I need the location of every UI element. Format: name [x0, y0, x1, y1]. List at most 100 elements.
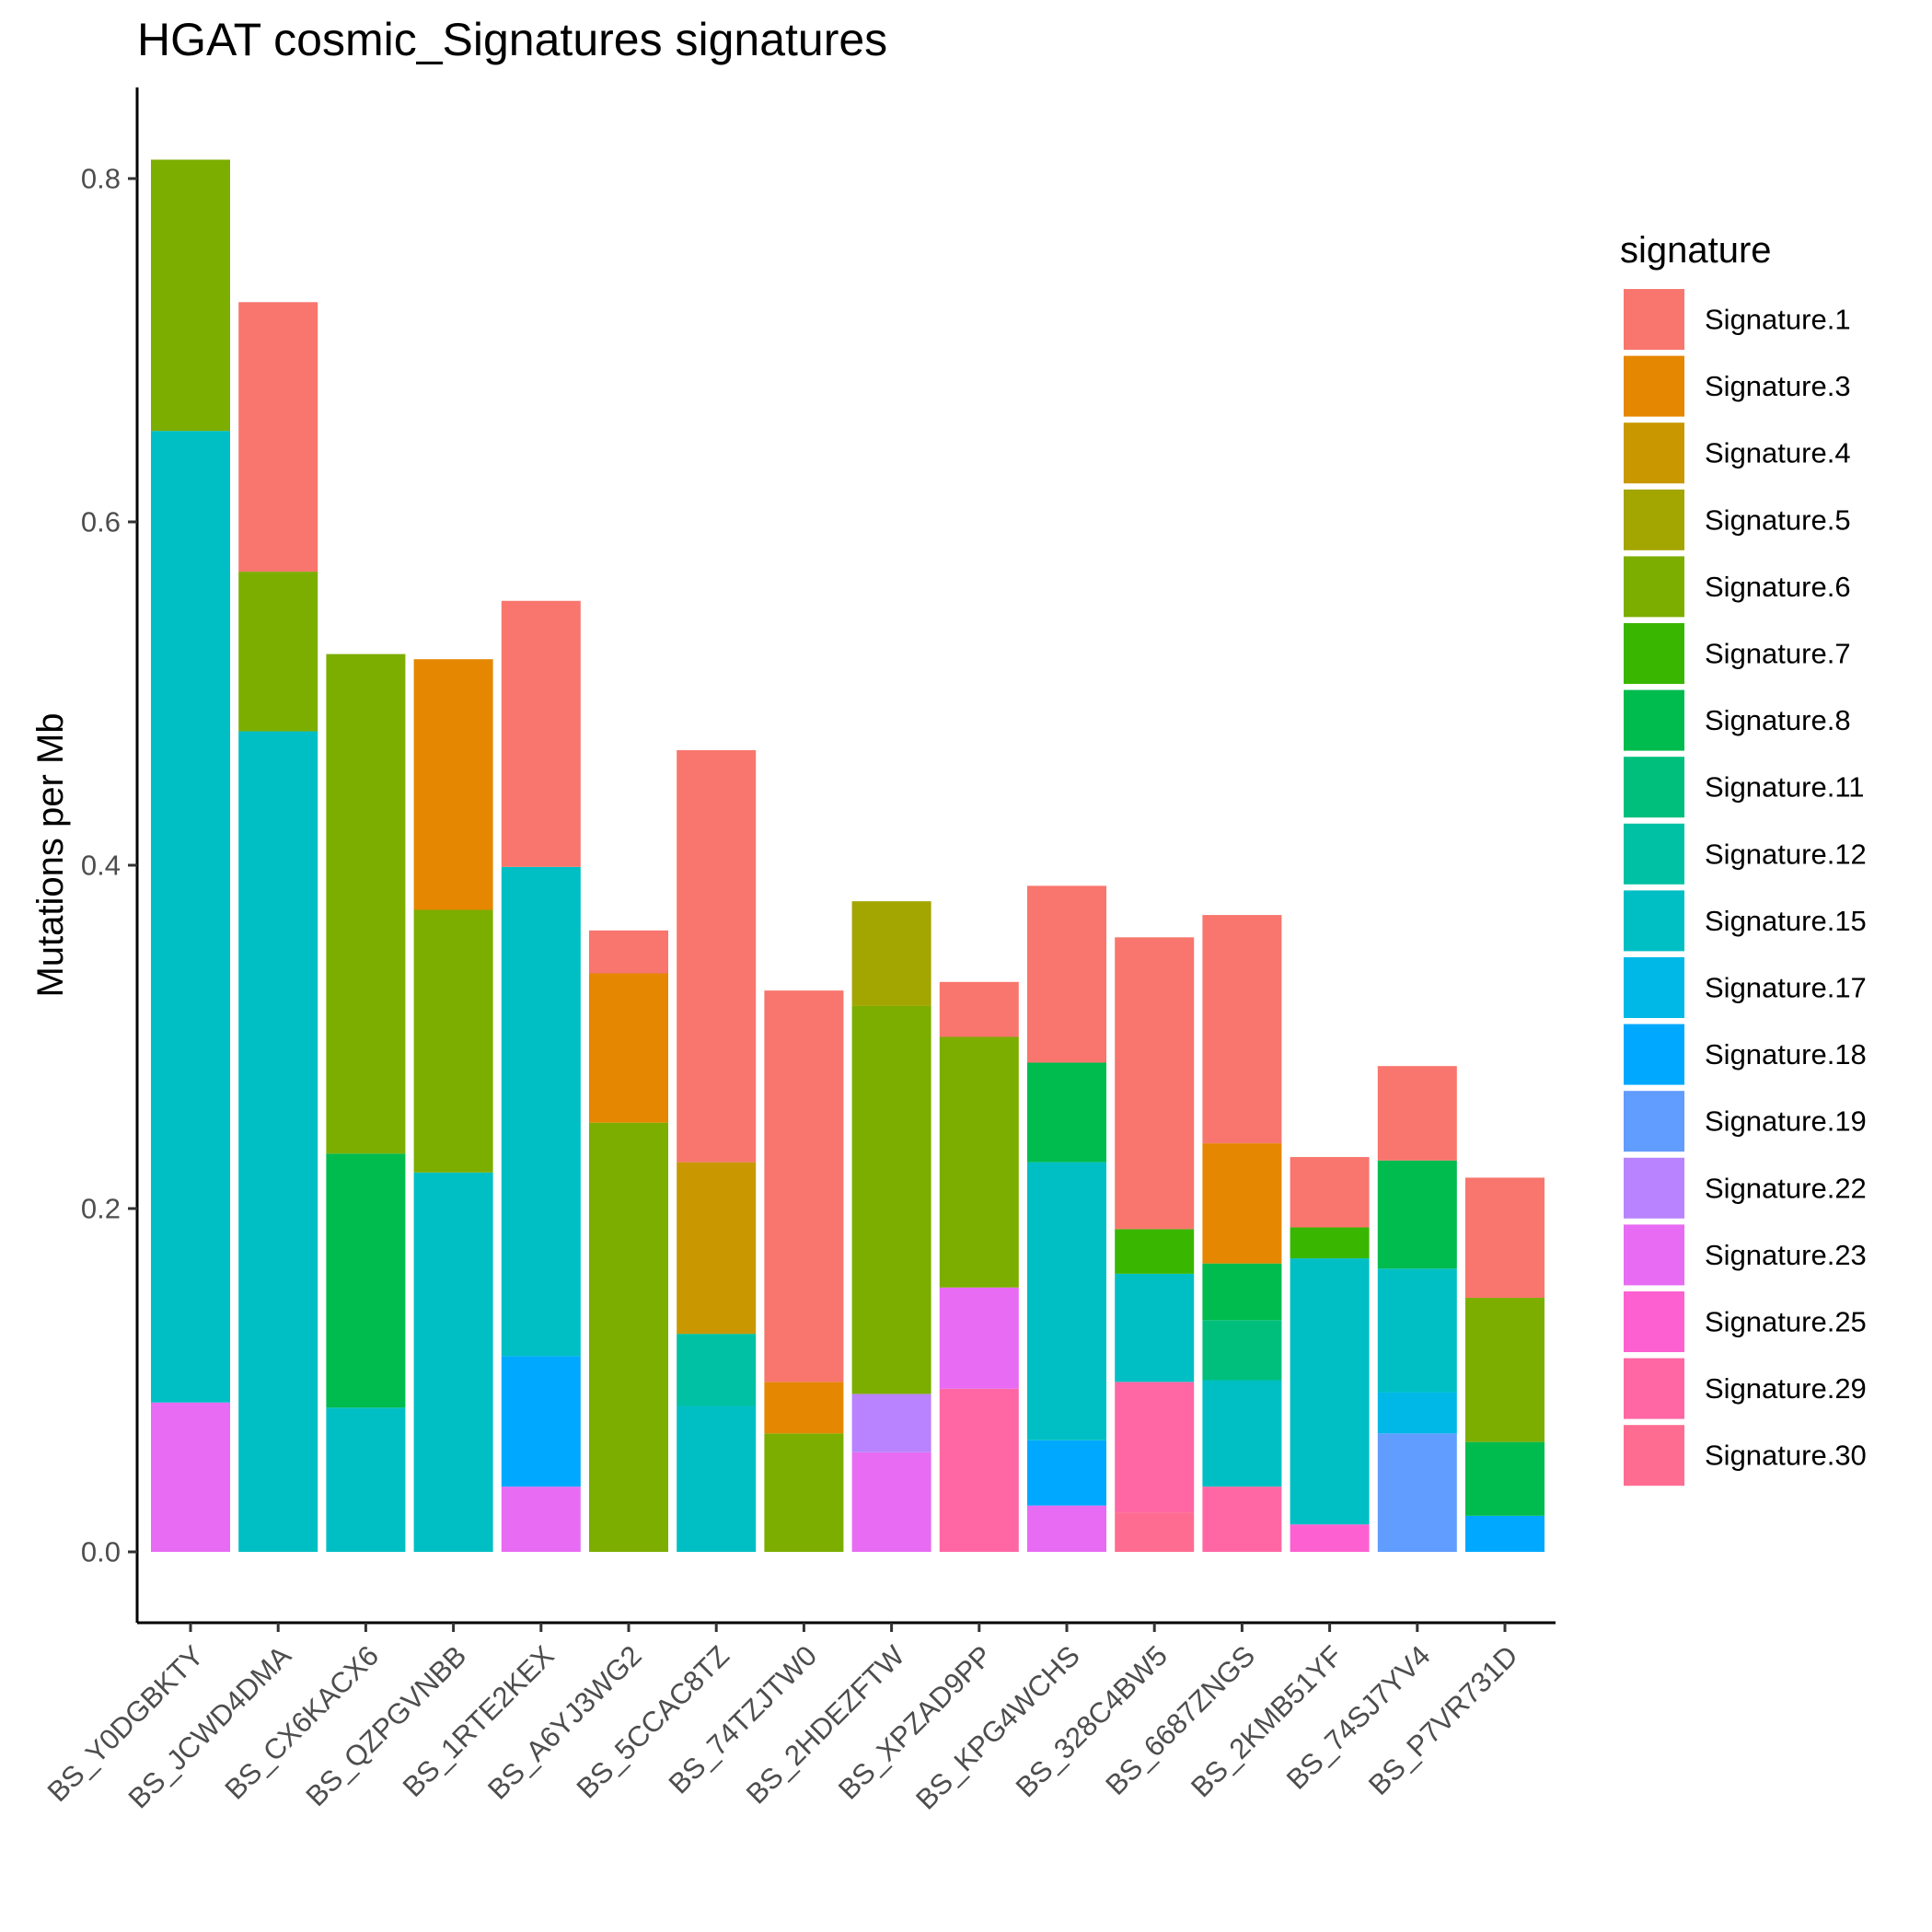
bar-segment — [1202, 1380, 1282, 1487]
legend-key — [1624, 1024, 1684, 1085]
legend-label: Signature.19 — [1705, 1105, 1867, 1138]
y-axis-title: Mutations per Mb — [30, 712, 71, 997]
bar-segment — [326, 654, 406, 1154]
x-tick-label: BS_1RTE2KEX — [397, 1639, 561, 1803]
bar-segment — [939, 1287, 1019, 1389]
y-tick-label: 0.8 — [81, 163, 121, 195]
legend-key — [1624, 1224, 1684, 1286]
y-tick-label: 0.2 — [81, 1193, 121, 1225]
legend-label: Signature.6 — [1705, 571, 1851, 603]
bar-segment — [1202, 915, 1282, 1144]
x-tick-label: BS_Y0DGBKTY — [41, 1639, 210, 1808]
bar-segment — [851, 1452, 931, 1552]
legend-key — [1624, 489, 1684, 550]
bar-segment — [764, 1382, 844, 1434]
legend-label: Signature.8 — [1705, 704, 1851, 736]
bar-segment — [1027, 885, 1106, 1063]
bar-stack — [1115, 937, 1195, 1552]
bar-segment — [501, 1356, 581, 1487]
bar-segment — [151, 1402, 230, 1552]
x-tick-label: BS_328C4BW5 — [1010, 1639, 1174, 1803]
bar-segment — [238, 731, 318, 1552]
legend-key — [1624, 757, 1684, 818]
x-tick-label: BS_CX6KACX6 — [218, 1639, 385, 1806]
bar-stack — [1465, 1177, 1544, 1552]
legend-key — [1624, 957, 1684, 1018]
bar-segment — [851, 901, 931, 1006]
bar-segment — [1115, 1512, 1195, 1552]
legend-label: Signature.18 — [1705, 1038, 1867, 1070]
legend-item: Signature.19 — [1624, 1091, 1867, 1152]
bar-stack — [151, 159, 230, 1552]
bar-stack — [238, 302, 318, 1552]
bar-segment — [326, 1407, 406, 1552]
x-tick-label: BS_P7VR731D — [1362, 1639, 1524, 1801]
x-tick-label: BS_XPZAD9PP — [832, 1639, 999, 1806]
legend-key — [1624, 890, 1684, 952]
legend-label: Signature.25 — [1705, 1306, 1867, 1338]
bars-layer — [151, 159, 1544, 1552]
legend-key — [1624, 1425, 1684, 1487]
legend-item: Signature.3 — [1624, 355, 1851, 417]
x-tick-label: BS_5CCAC8TZ — [571, 1639, 735, 1804]
bar-segment — [413, 1172, 493, 1552]
bar-segment — [1202, 1263, 1282, 1321]
legend-key — [1624, 1157, 1684, 1219]
legend-label: Signature.15 — [1705, 905, 1867, 937]
legend-item: Signature.6 — [1624, 556, 1851, 618]
bar-stack — [764, 990, 844, 1552]
bar-stack — [1377, 1066, 1457, 1552]
bar-segment — [939, 1036, 1019, 1288]
legend-item: Signature.23 — [1624, 1224, 1867, 1286]
bar-segment — [1377, 1433, 1457, 1552]
legend-key — [1624, 1358, 1684, 1419]
bar-segment — [1115, 937, 1195, 1230]
bar-segment — [677, 1334, 757, 1406]
legend-item: Signature.29 — [1624, 1358, 1867, 1419]
legend-label: Signature.17 — [1705, 972, 1867, 1004]
bar-segment — [1465, 1297, 1544, 1442]
bar-segment — [326, 1153, 406, 1408]
legend-item: Signature.18 — [1624, 1024, 1867, 1085]
bar-segment — [589, 1122, 668, 1552]
bar-segment — [501, 600, 581, 867]
y-tick-label: 0.4 — [81, 850, 121, 882]
bar-segment — [1115, 1273, 1195, 1382]
bar-segment — [1202, 1487, 1282, 1552]
legend-label: Signature.23 — [1705, 1239, 1867, 1271]
bar-segment — [1027, 1062, 1106, 1163]
legend-item: Signature.4 — [1624, 422, 1851, 484]
x-tick-label: BS_6687ZNGS — [1099, 1639, 1261, 1801]
legend-label: Signature.22 — [1705, 1172, 1867, 1204]
bar-segment — [1027, 1505, 1106, 1552]
legend-title: signature — [1620, 230, 1772, 271]
legend-key — [1624, 289, 1684, 350]
bar-segment — [1377, 1392, 1457, 1434]
chart-title: HGAT cosmic_Signatures signatures — [137, 14, 887, 65]
x-axis-ticks: BS_Y0DGBKTYBS_JCWD4DMABS_CX6KACX6BS_QZPG… — [41, 1623, 1524, 1816]
bar-segment — [1027, 1162, 1106, 1440]
legend-item: Signature.8 — [1624, 689, 1851, 751]
bar-segment — [764, 1433, 844, 1552]
legend-item: Signature.7 — [1624, 623, 1851, 684]
legend-item: Signature.1 — [1624, 289, 1851, 350]
y-axis-ticks: 0.0 0.2 0.4 0.6 0.8 — [81, 163, 137, 1568]
bar-segment — [501, 1487, 581, 1552]
bar-segment — [413, 909, 493, 1173]
legend-item: Signature.30 — [1624, 1425, 1867, 1487]
x-tick-label: BS_QZPGVNBB — [299, 1639, 472, 1812]
bar-stack — [326, 654, 406, 1552]
bar-segment — [1290, 1258, 1370, 1525]
x-tick-label: BS_2KMB51YF — [1185, 1639, 1348, 1803]
legend-label: Signature.11 — [1705, 771, 1865, 804]
legend: signature Signature.1 Signature.3 Signatur… — [1620, 230, 1867, 1487]
bar-segment — [677, 1162, 757, 1335]
bar-segment — [677, 1406, 757, 1552]
legend-item: Signature.17 — [1624, 957, 1867, 1018]
bar-stack — [501, 600, 581, 1552]
bar-segment — [1377, 1268, 1457, 1393]
bar-segment — [939, 981, 1019, 1037]
legend-key — [1624, 556, 1684, 618]
bar-segment — [1202, 1320, 1282, 1381]
